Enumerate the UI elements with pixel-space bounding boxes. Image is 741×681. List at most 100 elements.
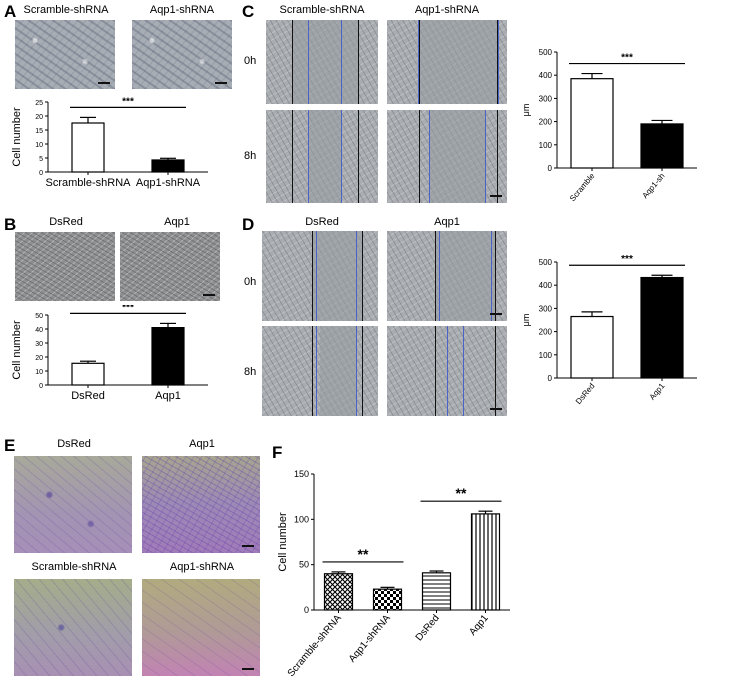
x-tick-label-scramble-shrna: Scramble-shRNA	[286, 613, 344, 679]
y-tick-label-500: 500	[539, 48, 553, 57]
panel-label-c: C	[242, 2, 255, 21]
y-tick-label-300: 300	[539, 304, 553, 313]
chart-a: 0 5 10 15 20 25 Cell number Scramble-shRNA Aqp1-…	[11, 96, 208, 189]
significance-mark-0: ***	[621, 53, 633, 64]
scratch-d-aqp1-0h	[387, 231, 507, 321]
image-label-dsred: DsRed	[49, 216, 83, 228]
scratch-c-aqp1-0h	[387, 20, 507, 104]
image-label-scramble-shrna: Scramble-shRNA	[23, 4, 109, 16]
y-tick-label-400: 400	[539, 281, 553, 290]
y-axis-label-f: Cell number	[277, 512, 289, 572]
bar-scramble-shrna	[71, 122, 105, 173]
y-tick-label-20: 20	[35, 355, 43, 362]
bar-dsred	[570, 315, 614, 379]
image-label-aqp1-shrna: Aqp1-shRNA	[149, 4, 215, 16]
y-tick-label-400: 400	[539, 71, 553, 80]
row-label-d-8h: 8h	[244, 366, 257, 378]
x-tick-label-dsred: DsRed	[71, 390, 105, 402]
x-tick-label-dsred: DsRed	[574, 382, 597, 407]
micrograph-b-aqp1	[120, 232, 220, 301]
y-tick-label-40: 40	[35, 327, 43, 334]
image-label-e-aqp1-shrna: Aqp1-shRNA	[169, 561, 235, 573]
image-label-c-scramble: Scramble-shRNA	[279, 4, 365, 16]
significance-mark-1: **	[456, 485, 467, 501]
chart-f: 0 50 100 150 Cell number Scramble-shRNA Aqp1-s…	[277, 469, 510, 679]
y-tick-label-150: 150	[294, 469, 309, 479]
bar-aqp1	[151, 327, 185, 386]
bar-scramble-shrna	[323, 573, 354, 611]
panel-label-a: A	[4, 2, 17, 21]
bar-aqp1-shrna	[372, 588, 403, 611]
y-tick-label-10: 10	[35, 142, 43, 149]
scratch-d-dsred-8h	[262, 326, 378, 416]
y-tick-label-20: 20	[35, 114, 43, 121]
x-tick-label-aqp1-shrna: Aqp1-shRNA	[347, 613, 393, 665]
bar-aqp1	[640, 276, 684, 379]
image-label-e-dsred: DsRed	[57, 438, 91, 450]
y-axis-label-b: Cell number	[11, 320, 23, 380]
x-tick-label-dsred: DsRed	[414, 613, 442, 643]
transwell-e-aqp1-shrna	[142, 579, 260, 676]
x-tick-label-aqp1: Aqp1	[467, 613, 491, 638]
transwell-e-dsred	[14, 456, 132, 553]
image-label-e-aqp1: Aqp1	[189, 438, 215, 450]
row-label-c-0h: 0h	[244, 55, 257, 67]
scratch-c-scramble-0h	[266, 20, 378, 104]
significance-mark-0: ***	[621, 254, 633, 265]
y-axis-label-c: μm	[521, 104, 531, 117]
bar-aqp1-sh	[640, 123, 684, 169]
scratch-d-aqp1-8h	[387, 326, 507, 416]
micrograph-b-dsred	[15, 232, 115, 301]
panel-label-d: D	[242, 215, 255, 234]
x-tick-label-aqp1: Aqp1	[648, 381, 667, 402]
bar-scramble	[570, 78, 614, 169]
image-label-d-aqp1: Aqp1	[434, 216, 460, 228]
x-tick-label-aqp1-sh: Aqp1-sh	[640, 172, 666, 201]
micrograph-a-scramble	[15, 20, 115, 89]
bar-dsred	[421, 572, 452, 611]
scratch-c-aqp1-8h	[387, 110, 507, 203]
y-tick-label-300: 300	[539, 94, 553, 103]
row-label-c-8h: 8h	[244, 150, 257, 162]
panel-label-e: E	[4, 436, 16, 455]
y-tick-label-0: 0	[304, 605, 309, 615]
image-label-aqp1: Aqp1	[164, 216, 190, 228]
micrograph-a-aqp1-shrna	[132, 20, 232, 89]
scratch-d-dsred-0h	[262, 231, 378, 321]
x-tick-label-aqp1: Aqp1	[155, 390, 181, 402]
y-tick-label-100: 100	[539, 351, 553, 360]
x-tick-label-scramble-shrna: Scramble-shRNA	[46, 177, 132, 189]
y-tick-label-10: 10	[35, 369, 43, 376]
y-tick-label-500: 500	[539, 258, 553, 267]
panel-label-f: F	[272, 443, 283, 462]
x-tick-label-aqp1-shrna: Aqp1-shRNA	[136, 177, 201, 189]
panel-label-b: B	[4, 215, 17, 234]
y-tick-label-30: 30	[35, 341, 43, 348]
significance-mark-0: ***	[122, 305, 134, 313]
row-label-d-0h: 0h	[244, 276, 257, 288]
bar-dsred	[71, 362, 105, 386]
y-tick-label-0: 0	[548, 164, 553, 173]
y-tick-label-25: 25	[35, 100, 43, 107]
chart-d: 0 100 200 300 400 500 μm DsRed Aqp1 ***	[521, 254, 697, 407]
y-tick-label-0: 0	[39, 170, 43, 177]
y-tick-label-15: 15	[35, 128, 43, 135]
y-tick-label-200: 200	[539, 328, 553, 337]
transwell-e-scramble	[14, 579, 132, 676]
y-tick-label-0: 0	[548, 374, 553, 383]
y-tick-label-200: 200	[539, 118, 553, 127]
image-label-d-dsred: DsRed	[305, 216, 339, 228]
chart-c: 0 100 200 300 400 500 μm Scramble Aqp1-sh ***	[521, 48, 697, 203]
significance-mark-0: **	[358, 546, 369, 562]
chart-b: 0 10 20 30 40 50 Cell number DsRed Aqp1 ***	[11, 305, 208, 402]
bar-aqp1-shrna	[151, 159, 185, 173]
bar-aqp1	[470, 513, 501, 611]
y-tick-label-50: 50	[35, 313, 43, 320]
image-label-c-aqp1-shrna: Aqp1-shRNA	[414, 4, 480, 16]
x-tick-label-scramble: Scramble	[568, 171, 597, 203]
y-tick-label-100: 100	[294, 514, 309, 524]
y-tick-label-0: 0	[39, 383, 43, 390]
significance-mark-0: ***	[122, 96, 134, 107]
transwell-e-aqp1	[142, 456, 260, 553]
image-label-e-scramble: Scramble-shRNA	[31, 561, 117, 573]
